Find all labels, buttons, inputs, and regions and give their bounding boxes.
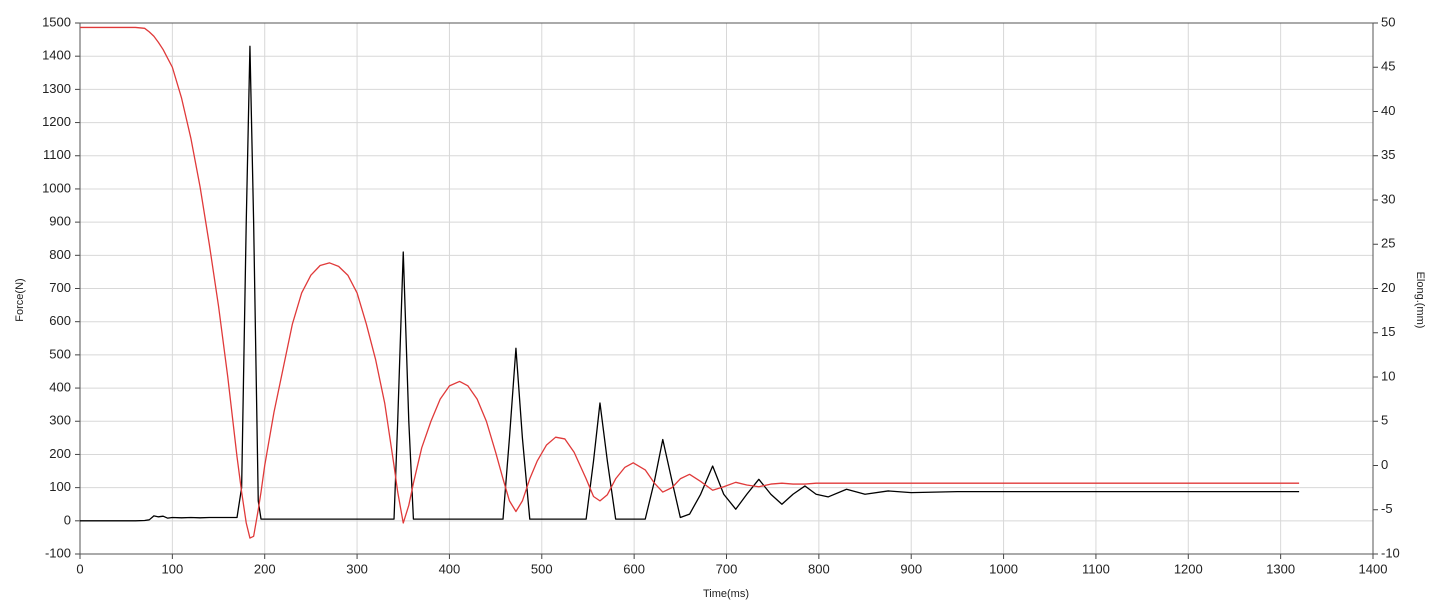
series-line xyxy=(80,26,1300,539)
y2-tick-label: 50 xyxy=(1381,14,1395,29)
y-tick-label: 600 xyxy=(49,313,71,328)
y2-tick-label: -10 xyxy=(1381,545,1400,560)
y2-tick-label: 35 xyxy=(1381,147,1395,162)
y2-tick-label: 0 xyxy=(1381,457,1388,472)
y2-tick-label: 30 xyxy=(1381,191,1395,206)
y-tick-label: 200 xyxy=(49,446,71,461)
x-tick-label: 1300 xyxy=(1266,561,1295,576)
y-tick-label: 800 xyxy=(49,247,71,262)
y-tick-label: 500 xyxy=(49,346,71,361)
x-tick-label: 300 xyxy=(346,561,368,576)
y-tick-label: 1000 xyxy=(42,180,71,195)
x-axis-title: Time(ms) xyxy=(703,588,749,600)
y2-tick-label: 10 xyxy=(1381,368,1395,383)
y-tick-label: 100 xyxy=(49,479,71,494)
y-tick-label: 1400 xyxy=(42,48,71,63)
x-tick-label: 600 xyxy=(623,561,645,576)
y2-axis-title: Elong.(mm) xyxy=(1414,272,1426,329)
y-tick-label: 700 xyxy=(49,280,71,295)
y-tick-label: 1100 xyxy=(43,147,71,162)
x-tick-label: 500 xyxy=(531,561,553,576)
x-tick-label: 900 xyxy=(900,561,922,576)
y-tick-label: 400 xyxy=(49,380,71,395)
y2-tick-label: 20 xyxy=(1381,280,1395,295)
y-tick-label: 300 xyxy=(49,413,71,428)
x-tick-label: 1400 xyxy=(1359,561,1388,576)
x-tick-label: 1200 xyxy=(1174,561,1203,576)
y2-tick-label: 40 xyxy=(1381,103,1395,118)
y2-tick-label: 25 xyxy=(1381,236,1395,251)
y-tick-label: -100 xyxy=(45,545,71,560)
y-tick-label: 0 xyxy=(64,512,71,527)
y2-tick-label: 45 xyxy=(1381,59,1395,74)
y-tick-label: 1500 xyxy=(42,14,71,29)
x-tick-label: 800 xyxy=(808,561,830,576)
x-tick-label: 100 xyxy=(162,561,184,576)
y-axis-title: Force(N) xyxy=(14,278,26,321)
x-tick-label: 400 xyxy=(439,561,461,576)
y2-tick-label: 15 xyxy=(1381,324,1395,339)
y-tick-label: 900 xyxy=(49,214,71,229)
y2-tick-label: -5 xyxy=(1381,501,1393,516)
y-tick-label: 1300 xyxy=(42,81,71,96)
x-tick-label: 0 xyxy=(76,561,83,576)
x-tick-label: 1100 xyxy=(1082,561,1110,576)
y-tick-label: 1200 xyxy=(42,114,71,129)
plot-frame xyxy=(79,22,1374,555)
x-tick-label: 1000 xyxy=(989,561,1018,576)
x-tick-label: 700 xyxy=(716,561,738,576)
x-tick-label: 200 xyxy=(254,561,276,576)
y2-tick-label: 5 xyxy=(1381,413,1388,428)
series-line xyxy=(80,45,1300,522)
